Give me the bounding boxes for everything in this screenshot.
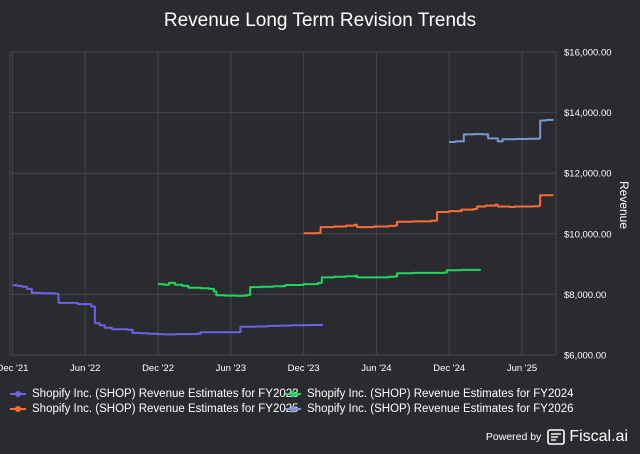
footer-branding[interactable]: Powered by Fiscal.ai	[486, 428, 628, 446]
legend-swatch	[10, 389, 26, 399]
y-tick-label: $12,000.00	[564, 169, 612, 180]
y-tick-label: $6,000.00	[564, 351, 606, 362]
x-tick-label: Jun '24	[361, 363, 391, 374]
legend-label: Shopify Inc. (SHOP) Revenue Estimates fo…	[32, 388, 299, 400]
series-line-2[interactable]	[303, 194, 554, 235]
legend-label: Shopify Inc. (SHOP) Revenue Estimates fo…	[32, 403, 299, 415]
y-tick-label: $8,000.00	[564, 290, 606, 301]
y-tick-label: $14,000.00	[564, 108, 612, 119]
series-lines	[12, 118, 554, 336]
y-tick-label: $10,000.00	[564, 229, 612, 240]
x-tick-label: Dec '23	[288, 363, 320, 374]
powered-by-label: Powered by	[485, 431, 542, 443]
legend-swatch	[285, 404, 301, 414]
x-axis-ticks: Dec '21 Jun '22 Dec '22 Jun '23 Dec '23 Jun '…	[0, 363, 537, 374]
x-tick-label: Dec '22	[142, 363, 174, 374]
legend-item-fy2024[interactable]: Shopify Inc. (SHOP) Revenue Estimates fo…	[285, 388, 574, 400]
x-tick-label: Dec '24	[433, 363, 465, 374]
chart-title: Revenue Long Term Revision Trends	[163, 10, 477, 31]
y-axis-label: Revenue	[617, 181, 631, 229]
series-line-3[interactable]	[449, 118, 554, 143]
y-axis-ticks: $6,000.00 $8,000.00 $10,000.00 $12,000.00 $1…	[564, 48, 612, 362]
legend-item-fy2023[interactable]: Shopify Inc. (SHOP) Revenue Estimates fo…	[10, 388, 299, 400]
y-tick-label: $16,000.00	[564, 48, 612, 59]
legend-label: Shopify Inc. (SHOP) Revenue Estimates fo…	[307, 388, 574, 400]
legend-swatch	[285, 389, 301, 399]
series-line-1[interactable]	[158, 268, 481, 297]
x-tick-label: Jun '23	[216, 363, 246, 374]
fiscal-logo-icon	[547, 429, 566, 445]
series-line-0[interactable]	[12, 284, 323, 336]
legend-label: Shopify Inc. (SHOP) Revenue Estimates fo…	[307, 403, 574, 415]
legend-swatch	[10, 404, 26, 414]
x-tick-label: Jun '22	[70, 363, 100, 374]
x-tick-label: Jun '25	[507, 363, 537, 374]
brand-name: Fiscal.ai	[569, 428, 628, 445]
legend-item-fy2026[interactable]: Shopify Inc. (SHOP) Revenue Estimates fo…	[285, 403, 574, 415]
legend-item-fy2025[interactable]: Shopify Inc. (SHOP) Revenue Estimates fo…	[10, 403, 299, 415]
grid-lines	[9, 51, 557, 356]
x-tick-label: Dec '21	[0, 363, 28, 374]
